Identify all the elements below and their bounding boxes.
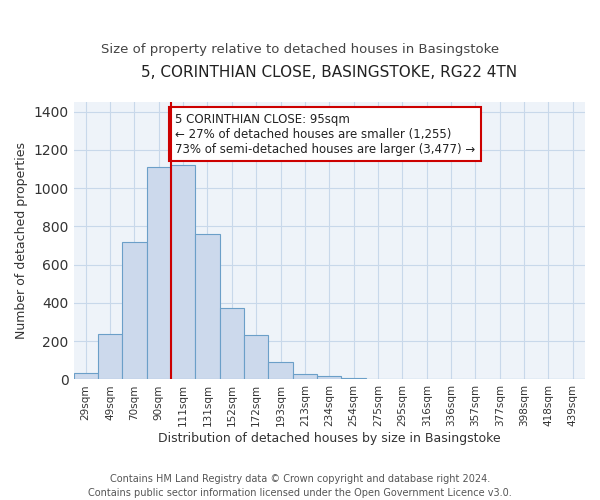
X-axis label: Distribution of detached houses by size in Basingstoke: Distribution of detached houses by size … <box>158 432 500 445</box>
Text: Contains HM Land Registry data © Crown copyright and database right 2024.
Contai: Contains HM Land Registry data © Crown c… <box>88 474 512 498</box>
Bar <box>244 336 268 380</box>
Text: Size of property relative to detached houses in Basingstoke: Size of property relative to detached ho… <box>101 42 499 56</box>
Bar <box>122 242 146 380</box>
Title: 5, CORINTHIAN CLOSE, BASINGSTOKE, RG22 4TN: 5, CORINTHIAN CLOSE, BASINGSTOKE, RG22 4… <box>141 65 517 80</box>
Bar <box>74 373 98 380</box>
Bar <box>341 378 366 380</box>
Bar <box>220 308 244 380</box>
Text: 5 CORINTHIAN CLOSE: 95sqm
← 27% of detached houses are smaller (1,255)
73% of se: 5 CORINTHIAN CLOSE: 95sqm ← 27% of detac… <box>175 112 475 156</box>
Bar <box>146 167 171 380</box>
Bar <box>268 362 293 380</box>
Bar <box>171 165 196 380</box>
Y-axis label: Number of detached properties: Number of detached properties <box>15 142 28 339</box>
Bar <box>317 376 341 380</box>
Bar <box>98 334 122 380</box>
Bar <box>293 374 317 380</box>
Bar <box>196 234 220 380</box>
